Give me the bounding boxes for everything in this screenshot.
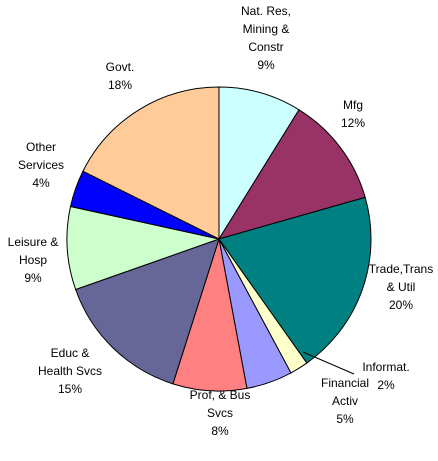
pie-slice: [66, 205, 221, 291]
slice-label: Informat.: [362, 360, 409, 374]
slice-label: Leisure & Hosp: [8, 235, 59, 267]
value-label: 9%: [24, 271, 42, 285]
leader-line: [302, 351, 355, 375]
value-label: 18%: [108, 78, 132, 92]
pie-slice: [218, 86, 300, 241]
slice-label: Educ & Health Svcs: [38, 346, 102, 378]
slice-label: Other Services: [18, 140, 64, 172]
pie-slice: [217, 109, 366, 240]
slice-label: Govt.: [106, 60, 135, 74]
value-label: 15%: [58, 382, 82, 396]
value-label: 2%: [377, 378, 395, 392]
slice-label: Financial Activ: [321, 376, 369, 408]
pie-slice: [75, 238, 220, 385]
pie-slice: [82, 86, 220, 240]
slice-label: Nat. Res, Mining & Constr: [241, 4, 291, 54]
slice-label: Prof, & Bus Svcs: [190, 388, 251, 420]
value-label: 8%: [211, 424, 229, 438]
slice-label: Trade,Trans & Util: [369, 262, 433, 294]
pie-slice: [218, 196, 372, 364]
value-label: 12%: [341, 116, 365, 130]
value-label: 20%: [389, 298, 413, 312]
slice-label: Mfg: [343, 98, 363, 112]
value-label: 4%: [32, 176, 50, 190]
value-label: 5%: [336, 412, 354, 426]
value-label: 9%: [257, 58, 275, 72]
